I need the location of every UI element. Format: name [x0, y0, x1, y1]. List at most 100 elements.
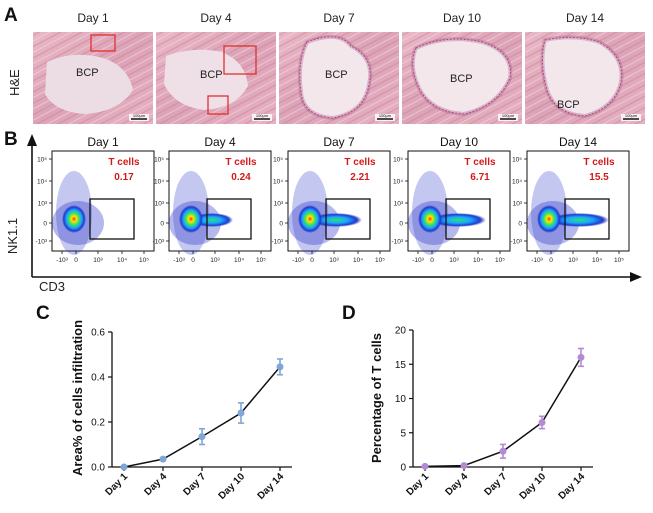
flow-x-tick-label: 10⁴: [117, 257, 127, 264]
he-day-label: Day 4: [200, 11, 232, 25]
flow-day-label: Day 4: [204, 135, 236, 149]
flow-plot-frame: [407, 150, 511, 252]
flow-y-tick-label: 10⁴: [512, 179, 522, 186]
flow-y-tick-label: 10⁵: [393, 157, 403, 164]
flow-x-tick-label: 10³: [568, 257, 578, 264]
he-scale-box: [252, 114, 272, 121]
he-tile: BCP 100μm: [402, 32, 522, 124]
flow-y-tick-label: 0: [160, 221, 164, 228]
he-bcp-label: BCP: [450, 73, 473, 85]
flow-x-tick-label: 10⁴: [234, 257, 244, 264]
he-day-label: Day 14: [566, 11, 604, 25]
chart-x-tick-label: Day 10: [518, 471, 549, 502]
flow-x-tick-label: 10⁵: [139, 257, 149, 264]
chart-c-y-axis-label: Area% of cells infiltration: [70, 320, 85, 476]
flow-gate-label: T cells: [464, 157, 496, 168]
chart-data-point: [499, 447, 507, 455]
flow-y-tick-label: 10³: [274, 201, 284, 208]
flow-y-tick-label: 10⁴: [273, 179, 283, 186]
chart-c: 0.0 0.2 0.4 0.6 Day 1 Day 4 Day 7 Day 10 Day 14: [91, 328, 292, 502]
flow-tcell-population: [310, 213, 362, 227]
chart-x-tick-label: Day 4: [142, 471, 169, 498]
he-day-label: Day 10: [443, 11, 481, 25]
flow-x-tick-label: 10⁵: [495, 257, 505, 264]
chart-y-tick-label: 5: [400, 428, 406, 439]
flow-x-tick-label: 10⁴: [353, 257, 363, 264]
flow-x-axis-arrow: [32, 272, 642, 282]
flow-gate-label: T cells: [583, 157, 615, 168]
chart-y-tick-label: 0: [400, 463, 406, 474]
he-scale-label: 100μm: [133, 113, 146, 118]
flow-y-tick-label: -10³: [35, 239, 47, 246]
chart-data-point: [460, 462, 468, 470]
flow-x-tick-label: 10³: [449, 257, 459, 264]
he-day-label: Day 1: [77, 11, 109, 25]
flow-x-tick-label: 10³: [329, 257, 339, 264]
flow-y-tick-label: 10³: [513, 201, 523, 208]
flow-day-label: Day 14: [559, 135, 597, 149]
flow-x-tick-label: -10³: [292, 257, 304, 264]
he-tile: BCP 100μm: [525, 32, 645, 124]
flow-main-population: [179, 205, 203, 233]
chart-series-line: [123, 366, 281, 468]
chart-data-point: [120, 463, 128, 471]
flow-y-tick-label: 10⁵: [512, 157, 522, 164]
flow-x-tick-label: -10³: [531, 257, 543, 264]
flow-x-tick-label: 0: [549, 257, 553, 264]
flow-x-tick-label: 10⁴: [592, 257, 602, 264]
flow-y-tick-label: 10⁵: [154, 157, 164, 164]
he-tile: BCP 100μm: [156, 32, 276, 124]
flow-y-tick-label: 0: [43, 221, 47, 228]
he-infiltrate: [410, 37, 513, 117]
flow-x-tick-label: 10⁴: [473, 257, 483, 264]
flow-day-label: Day 7: [323, 135, 355, 149]
chart-y-tick-label: 10: [395, 394, 407, 405]
flow-gate-value: 0.17: [114, 172, 134, 183]
flow-y-tick-label: 0: [399, 221, 403, 228]
he-scale-box: [621, 114, 641, 121]
panel-letter-b: B: [4, 129, 18, 150]
flow-gate: [325, 198, 371, 240]
flow-gate: [206, 198, 252, 240]
he-lesion: [541, 36, 623, 117]
he-day-label: Day 7: [323, 11, 355, 25]
flow-plot-frame: [526, 150, 630, 252]
chart-y-tick-label: 15: [395, 360, 407, 371]
flow-y-tick-label: 10³: [394, 201, 404, 208]
he-tile: BCP 100μm: [33, 32, 153, 124]
he-image-row: BCP 100μm Day 1 BCP 100μm Day 4 BCP 100μm Day 7 B…: [33, 11, 645, 124]
flow-gate-value: 15.5: [589, 172, 609, 183]
chart-data-point: [237, 409, 245, 417]
flow-y-tick-label: -10³: [271, 239, 283, 246]
flow-y-axis-label: NK1.1: [5, 218, 20, 254]
flow-x-tick-label: -10³: [173, 257, 185, 264]
he-scale-label: 100μm: [625, 113, 638, 118]
he-lesion: [45, 54, 133, 114]
flow-main-population: [537, 205, 561, 233]
he-bcp-label: BCP: [325, 69, 348, 81]
flow-y-tick-label: -10³: [391, 239, 403, 246]
flow-x-tick-label: 10³: [210, 257, 220, 264]
chart-data-point: [159, 455, 167, 463]
flow-x-tick-label: 10³: [93, 257, 103, 264]
flow-main-population: [418, 205, 442, 233]
flow-gate-value: 0.24: [231, 172, 251, 183]
he-lesion: [164, 49, 248, 110]
flow-gate-label: T cells: [225, 157, 257, 168]
flow-day-label: Day 10: [440, 135, 478, 149]
flow-x-tick-label: 10⁵: [256, 257, 266, 264]
chart-data-point: [577, 353, 585, 361]
flow-gate: [445, 198, 491, 240]
he-lesion: [299, 36, 371, 119]
flow-x-tick-label: -10³: [412, 257, 424, 264]
flow-plot-frame: [287, 150, 391, 252]
flow-gate-value: 2.21: [350, 172, 370, 183]
he-roi-box: [207, 95, 229, 115]
he-scale-label: 100μm: [502, 113, 515, 118]
he-roi-box: [90, 34, 116, 52]
flow-gate: [89, 198, 135, 240]
flow-x-tick-label: 10⁵: [375, 257, 385, 264]
flow-cytometry-row: T cells 0.17 10⁵ 10⁴ 10³ 0 -10³ -10³ 0 10³ 10⁴ 10⁵ D…: [35, 135, 630, 264]
flow-x-tick-label: 0: [430, 257, 434, 264]
chart-x-tick-label: Day 14: [557, 471, 588, 502]
